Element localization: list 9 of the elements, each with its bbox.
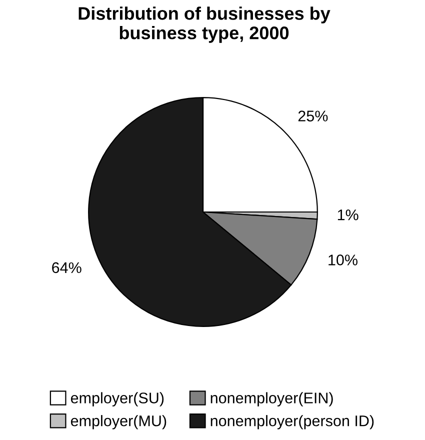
- legend-label: nonemployer(person ID): [210, 415, 374, 430]
- legend-label: employer(SU): [70, 392, 164, 406]
- data-label: 25%: [298, 110, 328, 122]
- data-label: 1%: [338, 210, 358, 220]
- data-label: 64%: [52, 262, 82, 274]
- legend-label: employer(MU): [70, 415, 166, 430]
- data-label: 10%: [328, 254, 358, 266]
- legend-label: nonemployer(EIN): [210, 392, 333, 406]
- chart-title: Distribution of businesses by business type, 2000: [78, 6, 330, 43]
